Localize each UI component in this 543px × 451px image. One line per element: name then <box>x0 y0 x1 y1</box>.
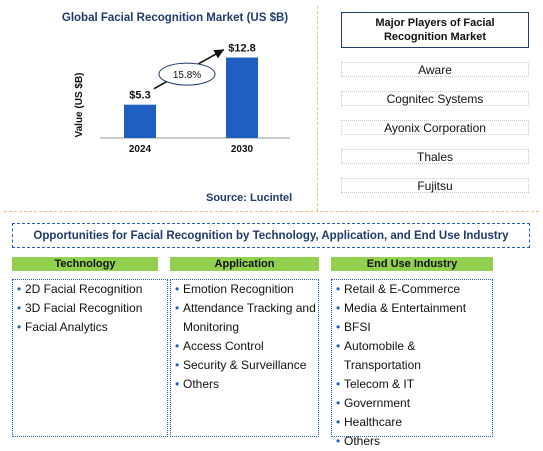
list-item: Emotion Recognition <box>171 280 318 299</box>
application-header: Application <box>170 257 319 271</box>
data-label: $5.3 <box>129 90 150 102</box>
list-item: Access Control <box>171 337 318 356</box>
player-item: Thales <box>341 149 529 164</box>
y-axis-label: Value (US $B) <box>74 72 85 137</box>
horizontal-divider <box>4 211 539 212</box>
list-item: Healthcare <box>332 413 492 432</box>
technology-list: 2D Facial Recognition 3D Facial Recognit… <box>12 279 168 437</box>
x-tick-label: 2024 <box>129 144 152 155</box>
cagr-ellipse <box>158 62 216 86</box>
application-list: Emotion Recognition Attendance Tracking … <box>170 279 319 437</box>
cagr-label: 15.8% <box>173 70 201 81</box>
list-item: Telecom & IT <box>332 375 492 394</box>
list-item: BFSI <box>332 318 492 337</box>
list-item: Media & Entertainment <box>332 299 492 318</box>
player-item: Ayonix Corporation <box>341 120 529 135</box>
list-item: Security & Surveillance <box>171 356 318 375</box>
list-item: Others <box>332 432 492 451</box>
list-item: Others <box>171 375 318 394</box>
list-item: 2D Facial Recognition <box>13 280 167 299</box>
end-use-header: End Use Industry <box>331 257 493 271</box>
players-header: Major Players of Facial Recognition Mark… <box>341 12 529 48</box>
data-label: $12.8 <box>228 43 256 55</box>
player-item: Cognitec Systems <box>341 91 529 106</box>
list-item: Automobile & Transportation <box>332 337 492 375</box>
bar-2024 <box>124 104 156 138</box>
player-item: Aware <box>341 62 529 77</box>
bar-2030 <box>226 57 258 138</box>
list-item: Government <box>332 394 492 413</box>
list-item: Attendance Tracking and Monitoring <box>171 299 318 337</box>
list-item: Facial Analytics <box>13 318 167 337</box>
list-item: Retail & E-Commerce <box>332 280 492 299</box>
technology-header: Technology <box>12 257 158 271</box>
source-text: Source: Lucintel <box>206 192 293 204</box>
market-bar-chart: Value (US $B) $5.3 2024 $12.8 2030 15.8% <box>74 43 290 155</box>
chart-title: Global Facial Recognition Market (US $B) <box>61 12 289 24</box>
vertical-divider <box>317 6 318 211</box>
player-item: Fujitsu <box>341 178 529 193</box>
x-tick-label: 2030 <box>231 144 254 155</box>
opportunities-title: Opportunities for Facial Recognition by … <box>12 223 530 248</box>
end-use-list: Retail & E-Commerce Media & Entertainmen… <box>331 279 493 451</box>
list-item: 3D Facial Recognition <box>13 299 167 318</box>
